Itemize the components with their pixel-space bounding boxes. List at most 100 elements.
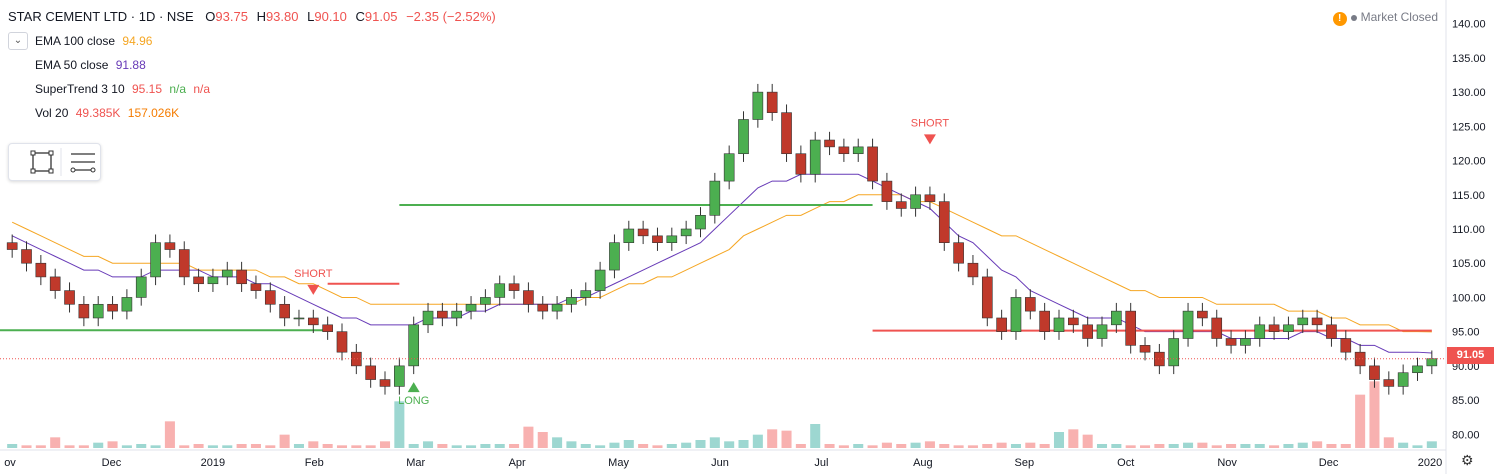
candle-body <box>307 317 319 326</box>
market-status[interactable]: ! Market Closed <box>1332 10 1438 26</box>
volume-bar <box>623 440 634 448</box>
candle-body <box>49 276 61 291</box>
candle-body <box>293 317 305 320</box>
candle-body <box>537 303 549 312</box>
candle-body <box>852 146 864 155</box>
volume-bar <box>164 421 175 448</box>
candle-body <box>795 153 807 175</box>
short-signal-arrow <box>923 134 936 145</box>
candle-body <box>494 283 506 298</box>
volume-bar <box>207 445 218 448</box>
y-tick-label: 120.00 <box>1452 156 1486 168</box>
candle-body <box>953 242 964 264</box>
candle-body <box>752 91 764 120</box>
candle-body <box>1197 310 1208 319</box>
volume-bar <box>1283 444 1294 448</box>
volume-bar <box>523 426 534 448</box>
candle-body <box>92 303 104 319</box>
volume-bar <box>724 441 735 448</box>
candle-body <box>695 215 706 230</box>
candle-body <box>1053 317 1065 332</box>
volume-bar <box>365 445 376 448</box>
candle-body <box>680 228 692 237</box>
y-tick-label: 125.00 <box>1452 121 1486 133</box>
candle-body <box>910 194 921 209</box>
volume-bar <box>1269 445 1280 448</box>
volume-bar <box>1369 381 1380 448</box>
volume-bar <box>150 445 161 448</box>
volume-bar <box>795 444 806 448</box>
volume-bar <box>595 445 606 448</box>
volume-bar <box>179 445 190 448</box>
volume-bar <box>1240 444 1251 448</box>
candle-body <box>580 290 592 298</box>
x-tick-label: May <box>608 457 629 469</box>
y-tick-label: 130.00 <box>1452 87 1486 99</box>
candle-body <box>322 324 333 332</box>
candle-body <box>351 351 362 367</box>
candle-body <box>523 290 534 305</box>
volume-bar <box>924 441 935 448</box>
volume-bar <box>336 445 348 448</box>
indicator-supertrend[interactable]: SuperTrend 3 10 95.15 n/a n/a <box>35 82 211 96</box>
candle-body <box>1139 345 1151 353</box>
volume-bar <box>1039 444 1050 448</box>
volume-bar <box>910 442 921 448</box>
indicator-volume[interactable]: Vol 20 49.385K 157.026K <box>35 106 180 120</box>
x-tick-label: Aug <box>913 457 933 469</box>
volume-bar <box>136 444 147 448</box>
volume-bar <box>537 432 548 448</box>
volume-bar <box>1412 445 1423 448</box>
indicator-ema100[interactable]: EMA 100 close 94.96 <box>35 34 153 48</box>
long-signal-label: LONG <box>398 395 429 407</box>
candle-body <box>723 153 735 182</box>
candle-body <box>250 283 262 291</box>
volume-bar <box>967 445 978 448</box>
last-price-label: 91.05 <box>1447 347 1494 364</box>
volume-bar <box>580 444 591 448</box>
y-tick-label: 100.00 <box>1452 292 1486 304</box>
x-tick-label: 2020 <box>1418 457 1442 469</box>
candle-body <box>666 235 678 243</box>
long-signal-arrow <box>407 382 420 393</box>
candle-body <box>924 194 936 202</box>
rectangle-tool-icon[interactable] <box>30 150 54 174</box>
lines-tool-icon[interactable] <box>70 153 96 173</box>
collapse-indicators-button[interactable]: ⌄ <box>8 32 28 50</box>
candle-body <box>709 180 721 216</box>
candle-body <box>981 276 993 319</box>
candle-body <box>1397 372 1409 387</box>
indicator-ema50[interactable]: EMA 50 close 91.88 <box>35 58 146 72</box>
candle-body <box>594 269 606 291</box>
volume-bar <box>466 445 477 448</box>
volume-bar <box>1326 444 1337 448</box>
candle-body <box>551 303 563 312</box>
volume-bar <box>609 442 620 448</box>
candle-body <box>508 283 520 291</box>
volume-bar <box>767 429 778 448</box>
volume-bar <box>408 444 419 448</box>
volume-bar <box>867 445 878 448</box>
volume-bar <box>810 424 821 448</box>
status-dot-icon <box>1350 14 1357 21</box>
candle-body <box>451 310 463 319</box>
volume-bar <box>480 444 491 448</box>
candle-body <box>236 269 247 285</box>
volume-bar <box>982 444 993 448</box>
candle-body <box>207 276 219 285</box>
candle-body <box>1254 324 1266 339</box>
volume-bar <box>953 445 964 448</box>
volume-bar <box>1211 445 1222 448</box>
gear-icon[interactable]: ⚙ <box>1461 452 1474 468</box>
candle-body <box>78 303 90 319</box>
short-signal-label: SHORT <box>911 117 950 129</box>
volume-bar <box>351 445 362 448</box>
candle-body <box>1326 324 1337 339</box>
short-signal-label: SHORT <box>294 268 333 280</box>
y-tick-label: 140.00 <box>1452 19 1486 31</box>
volume-bar <box>21 445 32 448</box>
candle-body <box>1182 310 1194 339</box>
volume-bar <box>1355 394 1366 448</box>
volume-bar <box>853 444 864 448</box>
